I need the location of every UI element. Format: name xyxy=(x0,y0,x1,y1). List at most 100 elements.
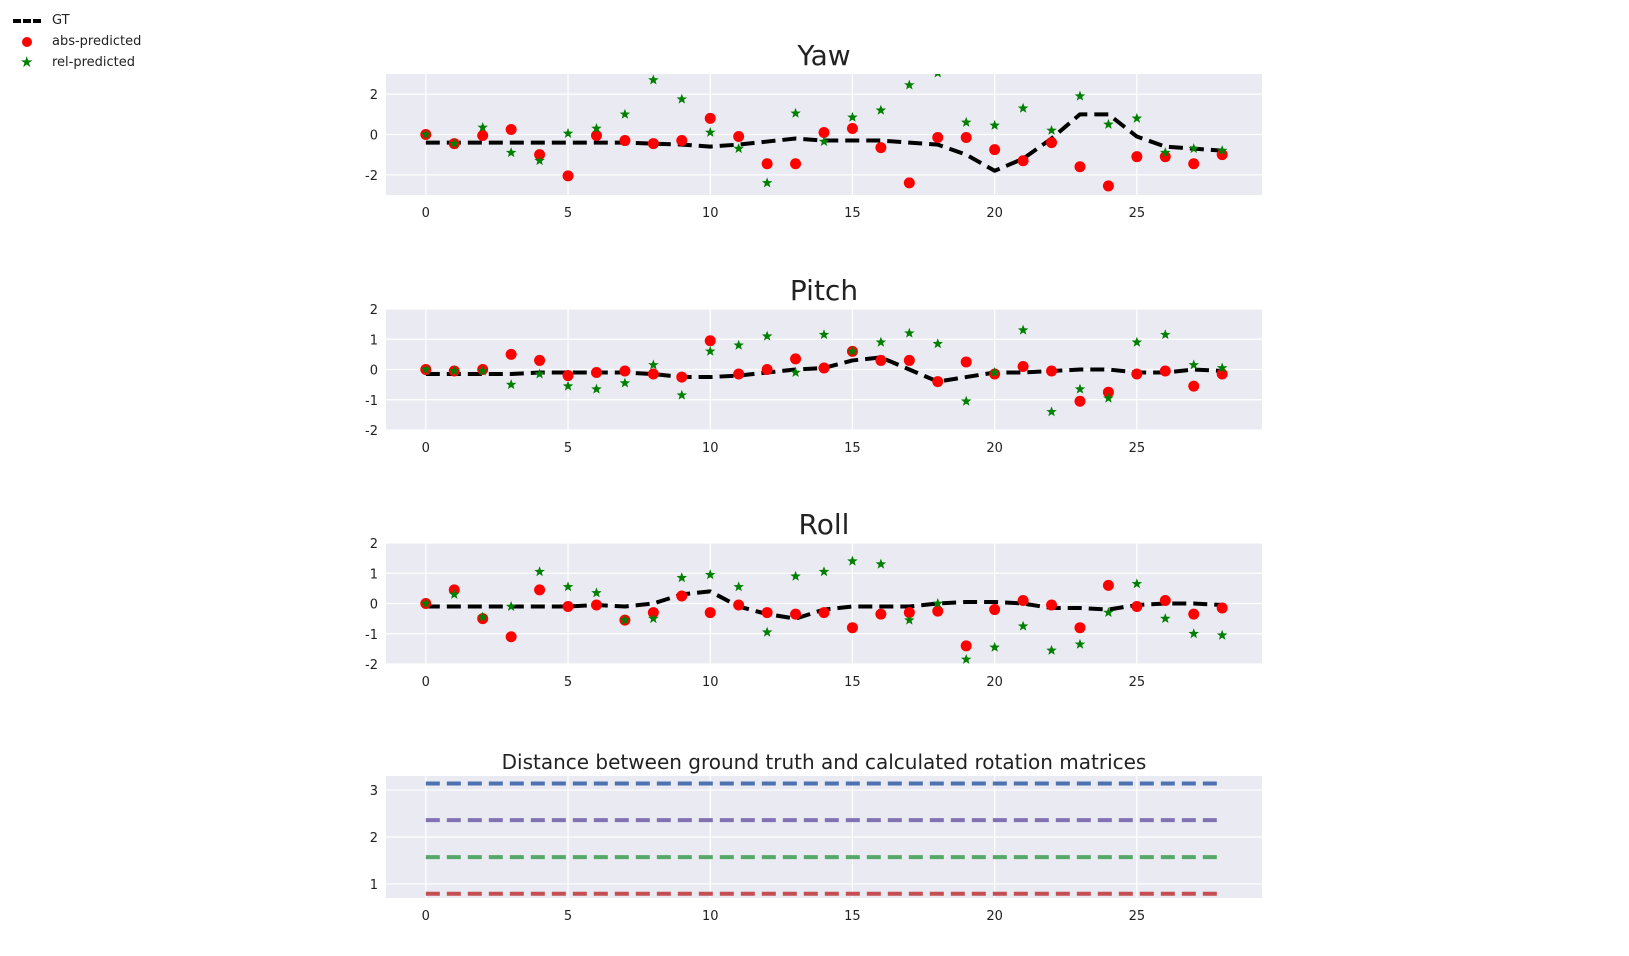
abs-predicted-point xyxy=(562,170,574,182)
y-tick-label: 2 xyxy=(370,303,378,318)
rel-predicted-point xyxy=(1188,359,1199,370)
circle-marker-swatch xyxy=(12,34,42,50)
rel-predicted-point xyxy=(562,380,574,391)
y-tick-label: -1 xyxy=(365,628,378,643)
rel-predicted-point xyxy=(505,601,517,611)
x-tick-label: 25 xyxy=(1129,909,1146,924)
series-line xyxy=(425,112,1223,173)
abs-predicted-point xyxy=(1216,602,1228,614)
abs-predicted-point xyxy=(590,367,602,379)
rel-predicted-point xyxy=(904,327,915,338)
rel-predicted-point xyxy=(676,93,688,104)
abs-predicted-point xyxy=(875,608,887,620)
abs-predicted-point xyxy=(903,177,915,189)
rel-predicted-point xyxy=(1046,406,1057,417)
rel-predicted-point xyxy=(534,566,545,577)
y-tick-label: 1 xyxy=(370,333,378,348)
chart-title: Yaw xyxy=(796,39,850,72)
rel-predicted-point xyxy=(904,614,915,625)
abs-predicted-point xyxy=(761,364,773,375)
legend-label-gt: GT xyxy=(52,13,70,28)
rel-predicted-point xyxy=(1188,143,1199,154)
rel-predicted-point xyxy=(705,569,716,580)
abs-predicted-point xyxy=(846,622,858,634)
legend: GT abs-predicted ★ rel-predicted xyxy=(12,10,141,73)
rel-predicted-point xyxy=(790,107,801,118)
abs-predicted-point xyxy=(1074,622,1086,634)
chart-title: Roll xyxy=(799,508,850,541)
rel-predicted-point xyxy=(648,613,659,624)
rel-predicted-point xyxy=(420,364,432,374)
rel-predicted-point xyxy=(847,111,858,122)
rel-predicted-point xyxy=(477,611,488,622)
series-group xyxy=(420,555,1228,664)
rel-predicted-point xyxy=(733,581,744,592)
abs-predicted-point xyxy=(818,362,830,374)
series-line xyxy=(425,355,1223,384)
series-group xyxy=(420,324,1228,417)
rel-predicted-point xyxy=(562,581,574,592)
abs-predicted-point xyxy=(505,123,517,135)
abs-predicted-point xyxy=(960,356,972,368)
y-tick-label: -2 xyxy=(365,424,378,439)
abs-predicted-point xyxy=(534,149,546,161)
series-group xyxy=(420,74,1228,192)
rel-predicted-point xyxy=(818,136,830,147)
abs-predicted-point xyxy=(1017,594,1029,606)
abs-predicted-point xyxy=(818,126,830,138)
abs-predicted-point xyxy=(989,144,1001,156)
x-tick-label: 10 xyxy=(702,675,719,690)
chart-panel: 0 5 10 15 20 25 1 2 3 Distance between ground tru… xyxy=(370,750,1262,924)
y-tick-label: 2 xyxy=(370,88,378,103)
rel-predicted-point xyxy=(1160,329,1171,340)
rel-predicted-point xyxy=(761,177,773,188)
rel-predicted-point xyxy=(705,345,716,356)
abs-predicted-point xyxy=(704,335,716,347)
x-tick-label: 20 xyxy=(986,206,1003,221)
y-tick-label: 3 xyxy=(370,784,378,799)
rel-predicted-point xyxy=(934,74,941,78)
rel-predicted-point xyxy=(562,127,574,138)
abs-predicted-point xyxy=(790,353,802,365)
rel-predicted-point xyxy=(1188,628,1199,639)
x-tick-label: 0 xyxy=(422,441,430,456)
abs-predicted-point xyxy=(790,608,802,620)
rel-predicted-point xyxy=(875,558,887,569)
rel-predicted-point xyxy=(960,395,972,406)
rel-predicted-point xyxy=(1103,607,1114,618)
rel-predicted-point xyxy=(1131,336,1143,347)
x-tick-label: 15 xyxy=(844,441,861,456)
x-tick-label: 5 xyxy=(564,206,572,221)
abs-predicted-point xyxy=(647,368,659,380)
rel-predicted-point xyxy=(790,367,801,377)
abs-predicted-point xyxy=(704,112,716,124)
legend-item-abs: abs-predicted xyxy=(12,31,141,52)
y-tick-label: -1 xyxy=(365,394,378,409)
x-tick-label: 5 xyxy=(564,441,572,456)
abs-predicted-point xyxy=(505,631,517,643)
abs-predicted-point xyxy=(1017,360,1029,372)
x-tick-label: 0 xyxy=(422,909,430,924)
x-tick-label: 10 xyxy=(702,909,719,924)
abs-predicted-point xyxy=(761,158,773,170)
x-tick-label: 25 xyxy=(1129,675,1146,690)
abs-predicted-point xyxy=(1017,155,1029,167)
rel-predicted-point xyxy=(420,129,432,139)
y-tick-label: 2 xyxy=(370,831,378,846)
rel-predicted-point xyxy=(1216,629,1228,640)
rel-predicted-point xyxy=(619,614,631,625)
rel-predicted-point xyxy=(619,108,631,119)
rel-predicted-point xyxy=(1131,578,1143,589)
rel-predicted-point xyxy=(1046,124,1057,135)
abs-predicted-point xyxy=(534,584,546,596)
abs-predicted-point xyxy=(903,354,915,366)
rel-predicted-point xyxy=(505,379,517,390)
rel-predicted-point xyxy=(1103,392,1114,403)
rel-predicted-point xyxy=(875,336,887,347)
abs-predicted-point xyxy=(733,368,745,380)
abs-predicted-point xyxy=(875,354,887,366)
abs-predicted-point xyxy=(1188,158,1200,170)
abs-predicted-point xyxy=(1131,601,1143,613)
rel-predicted-point xyxy=(733,143,744,154)
legend-label-abs: abs-predicted xyxy=(52,34,142,49)
